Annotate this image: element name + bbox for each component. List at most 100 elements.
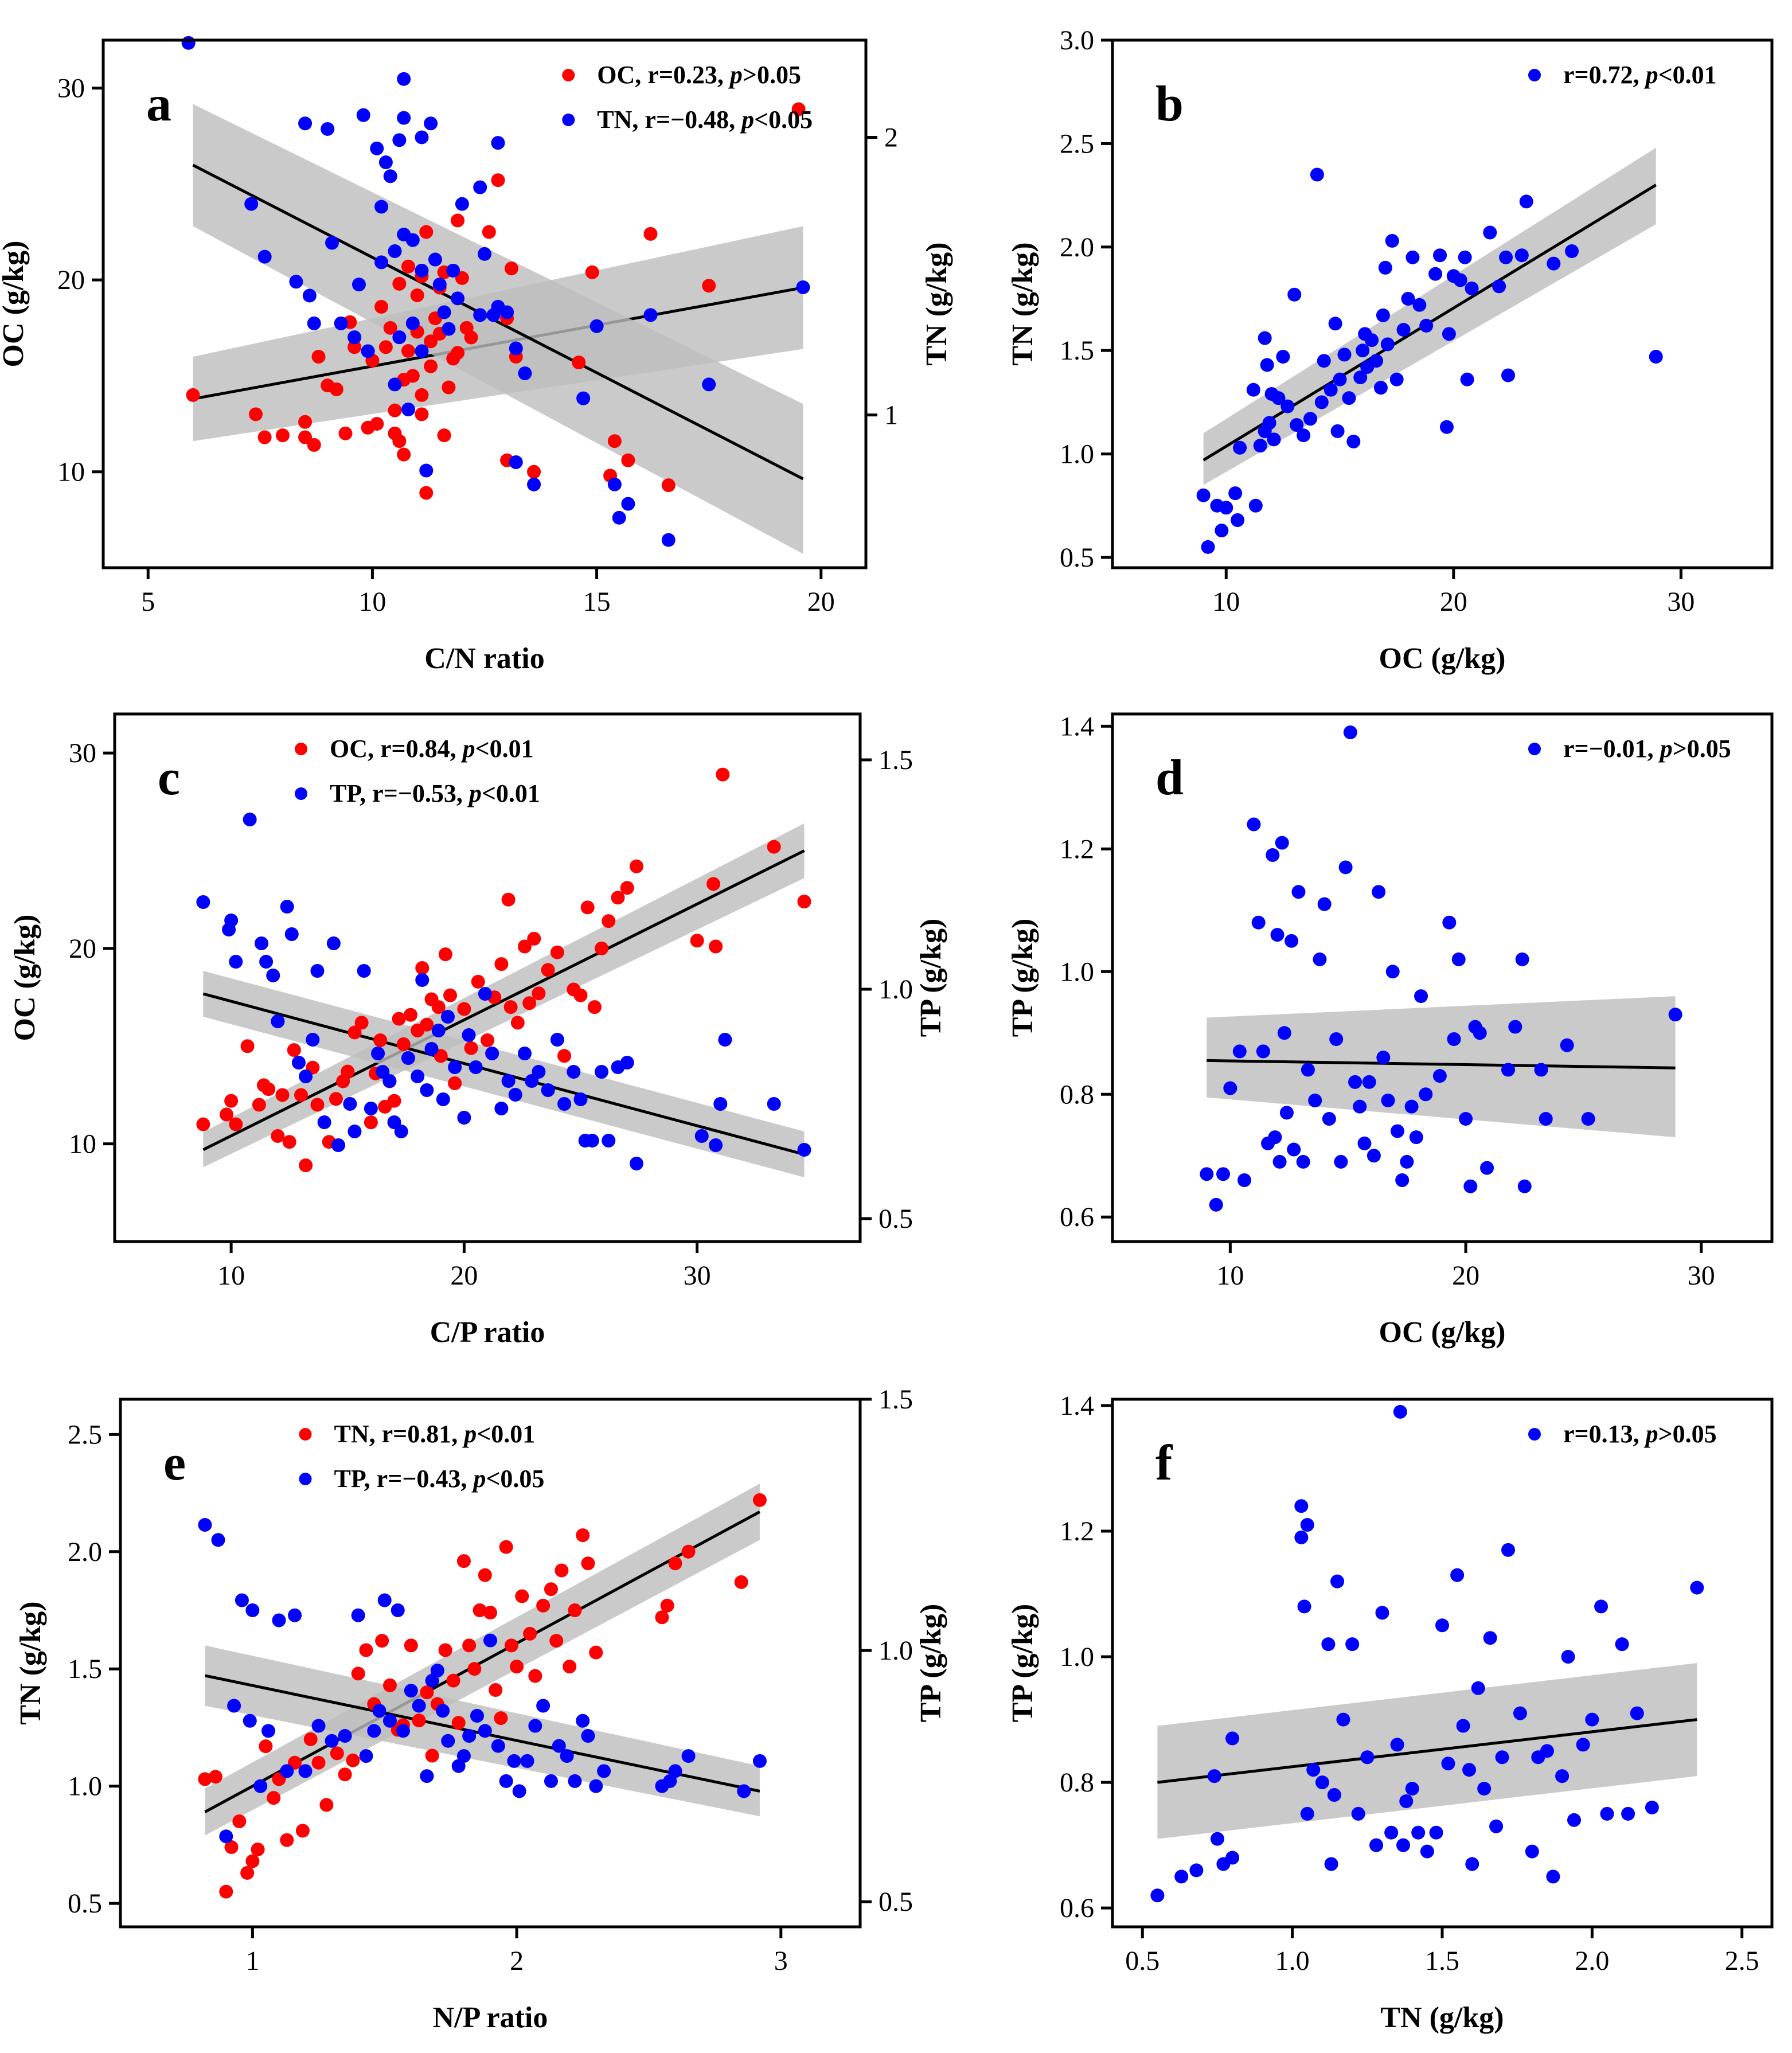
data-point-oc [420, 1017, 434, 1032]
data-point-tp [1225, 1851, 1240, 1865]
data-point-tn [1565, 244, 1579, 258]
data-point-tp [597, 1764, 611, 1778]
x-tick-label: 3 [774, 1946, 788, 1976]
fit-line-tp [1207, 1059, 1676, 1070]
data-point-tn [527, 477, 541, 491]
data-point-tp [396, 1724, 410, 1738]
data-point-tn [1287, 287, 1302, 302]
data-point-tp [401, 1051, 415, 1065]
data-point-tn [397, 111, 411, 125]
legend-entry-tp: TP, r=−0.53, p<0.01 [330, 779, 540, 807]
data-point-tn [1365, 333, 1379, 348]
data-point-tn [383, 169, 397, 184]
data-point-tn [446, 1673, 460, 1688]
data-point-tn [1297, 428, 1311, 443]
x-axis-label: C/P ratio [430, 1316, 545, 1349]
data-point-tp [259, 955, 274, 969]
data-point-oc [709, 939, 723, 954]
confidence-band-tn [205, 1484, 760, 1836]
data-point-tn [1196, 488, 1211, 502]
data-point-oc [229, 1117, 243, 1131]
data-point-tn [208, 1770, 222, 1784]
data-point-tp [1576, 1738, 1590, 1752]
plot-frame [1111, 1398, 1774, 1929]
data-point-oc [443, 988, 457, 1002]
data-point-tn [302, 288, 317, 303]
x-tick-label: 30 [1688, 1260, 1715, 1291]
data-point-tp [359, 1749, 373, 1763]
data-point-tp [501, 1074, 516, 1088]
data-point-tn [392, 133, 407, 147]
data-point-tp [253, 1779, 268, 1793]
data-point-tp [1404, 1099, 1419, 1114]
panel-letter: b [1155, 76, 1184, 132]
x-tick-label: 30 [1667, 587, 1695, 617]
data-point-tn [643, 308, 658, 322]
data-point-tn [442, 322, 456, 336]
data-point-tp [1462, 1763, 1477, 1777]
data-point-tp [1560, 1038, 1574, 1052]
data-point-tp [325, 1734, 339, 1748]
data-point-tn [280, 1833, 294, 1847]
legend-p-symbol: p [1643, 1420, 1658, 1448]
data-point-tp [1362, 1075, 1376, 1089]
y-tick-label: 1.5 [1060, 335, 1094, 366]
y-tick-label: 2.0 [1060, 232, 1094, 263]
data-point-oc [387, 1094, 401, 1108]
data-point-oc [501, 892, 516, 907]
data-point-tp [229, 955, 243, 969]
legend-marker-tn [1528, 69, 1541, 81]
data-point-tp [1315, 1775, 1329, 1790]
x-tick-label: 10 [1212, 587, 1240, 617]
legend-stat: r=−0.01, [1563, 735, 1660, 763]
y-tick-label: 2.5 [68, 1419, 102, 1450]
data-point-tn [510, 1660, 524, 1674]
data-point-tp [1345, 1637, 1360, 1652]
fit-line-tn [192, 163, 804, 481]
data-point-tp [620, 1056, 634, 1070]
legend-marker-tp [1528, 743, 1541, 755]
data-point-tn [359, 1643, 373, 1657]
data-point-tp [1357, 1136, 1372, 1150]
data-point-tp [1270, 928, 1285, 942]
data-point-oc [437, 428, 451, 443]
data-point-tn [1323, 383, 1338, 397]
data-point-tp [1256, 1044, 1270, 1059]
y2-tick-label: 0.5 [879, 1204, 913, 1234]
data-point-tp [512, 1784, 526, 1798]
legend-entry-tn: TN, r=−0.48, p<0.05 [597, 106, 813, 134]
data-point-oc [706, 877, 721, 891]
data-point-tp [317, 1115, 331, 1129]
y-tick-label: 0.5 [68, 1888, 102, 1919]
data-point-tn [181, 36, 196, 50]
data-point-tp [266, 969, 280, 982]
data-point-tn [1267, 432, 1281, 447]
data-point-tn [489, 1683, 503, 1697]
data-point-oc [329, 1092, 343, 1106]
y2-tick-label: 1.0 [879, 1636, 913, 1666]
data-point-oc [702, 279, 716, 293]
data-point-tn [478, 1568, 492, 1582]
y-tick-label: 10 [69, 1129, 96, 1160]
data-point-oc [224, 1094, 239, 1108]
data-point-oc [491, 173, 505, 188]
data-point-tp [404, 1684, 418, 1698]
data-point-tp [1330, 1574, 1345, 1588]
data-point-oc [311, 350, 326, 364]
data-point-tn [1231, 513, 1245, 528]
data-point-oc [282, 1135, 296, 1149]
data-point-tn [660, 1598, 674, 1613]
legend-stat: TN, r=0.81, [334, 1420, 464, 1448]
data-point-tn [621, 497, 635, 511]
data-point-tn [446, 263, 460, 278]
legend-p-symbol: p [471, 1465, 486, 1493]
data-point-tp [595, 1065, 609, 1079]
data-point-tn [240, 1865, 255, 1880]
y-tick-label: 1.2 [1060, 834, 1094, 864]
data-point-tn [415, 344, 429, 358]
data-point-tp [1308, 1093, 1322, 1107]
data-point-tp [573, 1092, 588, 1106]
data-point-tp [1279, 1106, 1294, 1120]
data-point-oc [275, 428, 290, 443]
data-point-tn [244, 197, 259, 211]
